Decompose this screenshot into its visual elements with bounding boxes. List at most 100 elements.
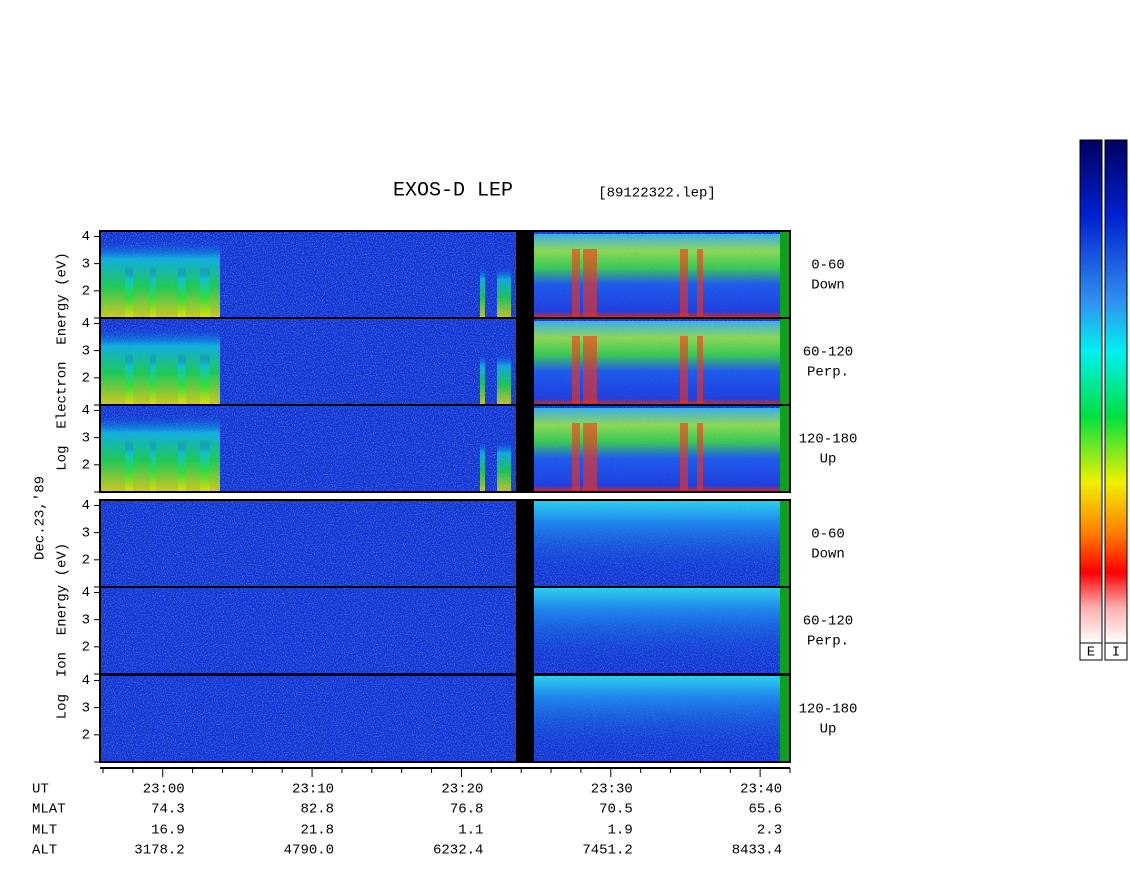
panel-frame bbox=[99, 404, 791, 493]
x-tick-label: 23:20 bbox=[441, 782, 483, 798]
panel-label: 120-180 bbox=[799, 432, 858, 448]
table-cell: 70.5 bbox=[599, 802, 633, 818]
panel-feature bbox=[583, 336, 597, 403]
y-tick-label: 3 bbox=[82, 700, 90, 716]
panel-feature bbox=[125, 353, 133, 405]
panel-feature bbox=[680, 336, 688, 403]
panel-feature bbox=[680, 423, 688, 490]
panel-feature bbox=[497, 440, 511, 492]
row-label: UT bbox=[32, 782, 49, 798]
table-cell: 76.8 bbox=[450, 802, 484, 818]
color-bar bbox=[1104, 139, 1128, 644]
x-tick-label: 23:00 bbox=[143, 782, 185, 798]
y-tick-label: 2 bbox=[82, 458, 90, 474]
panel-feature bbox=[178, 353, 186, 405]
y-tick-label: 4 bbox=[82, 585, 90, 601]
panel-feature bbox=[150, 440, 156, 492]
panel-feature bbox=[480, 266, 485, 318]
y-tick-label: 3 bbox=[82, 612, 90, 628]
chart-title: EXOS-D LEP bbox=[393, 179, 513, 202]
table-cell: 3178.2 bbox=[134, 843, 184, 859]
y-tick-label: 3 bbox=[82, 256, 90, 272]
panel-label: Up bbox=[820, 722, 837, 738]
table-cell: 7451.2 bbox=[582, 843, 632, 859]
y-tick-label: 4 bbox=[82, 673, 90, 689]
row-label: MLAT bbox=[32, 802, 66, 818]
edge-strip bbox=[780, 318, 790, 405]
table-cell: 8433.4 bbox=[732, 843, 782, 859]
data-gap bbox=[516, 675, 534, 763]
y-tick-label: 2 bbox=[82, 640, 90, 656]
panel-feature bbox=[534, 675, 780, 762]
y-axis-label: Log Ion Energy (eV) bbox=[55, 543, 71, 719]
edge-strip bbox=[780, 500, 790, 587]
panel-label: 120-180 bbox=[799, 702, 858, 718]
y-tick-label: 4 bbox=[82, 316, 90, 332]
edge-strip bbox=[780, 231, 790, 318]
date-label: Dec.23,'89 bbox=[33, 476, 49, 560]
chart-subtitle: [89122322.lep] bbox=[598, 186, 716, 202]
table-cell: 82.8 bbox=[300, 802, 334, 818]
panel-feature bbox=[697, 336, 703, 403]
panel-feature bbox=[534, 587, 780, 674]
table-cell: 16.9 bbox=[151, 823, 185, 839]
x-tick-label: 23:10 bbox=[292, 782, 334, 798]
table-cell: 4790.0 bbox=[284, 843, 334, 859]
color-bar-label: I bbox=[1112, 645, 1120, 661]
panel-feature bbox=[200, 353, 210, 405]
panel-feature bbox=[200, 266, 210, 318]
panel-feature bbox=[680, 249, 688, 316]
y-tick-label: 3 bbox=[82, 343, 90, 359]
color-bar bbox=[1079, 139, 1103, 644]
panel-feature bbox=[125, 440, 133, 492]
table-cell: 1.9 bbox=[608, 823, 633, 839]
y-tick-label: 4 bbox=[82, 229, 90, 245]
panel-label: Down bbox=[811, 547, 845, 563]
panel-feature bbox=[572, 249, 580, 316]
table-cell: 74.3 bbox=[151, 802, 185, 818]
y-tick-label: 2 bbox=[82, 553, 90, 569]
row-label: MLT bbox=[32, 823, 57, 839]
y-tick-label: 2 bbox=[82, 371, 90, 387]
y-axis-label: Log Electron Energy (eV) bbox=[55, 252, 71, 470]
y-tick-label: 3 bbox=[82, 525, 90, 541]
color-bar-box bbox=[1104, 642, 1128, 661]
panel-feature bbox=[125, 266, 133, 318]
panel-frame bbox=[99, 674, 791, 763]
panel-feature bbox=[480, 353, 485, 405]
table-cell: 2.3 bbox=[757, 823, 782, 839]
panel-label: 60-120 bbox=[803, 614, 853, 630]
y-tick-label: 2 bbox=[82, 728, 90, 744]
panel-feature bbox=[583, 423, 597, 490]
panel-feature bbox=[480, 440, 485, 492]
panel-label: Up bbox=[820, 452, 837, 468]
data-gap bbox=[516, 318, 534, 406]
panel-feature bbox=[583, 249, 597, 316]
panel-feature bbox=[697, 249, 703, 316]
panel-feature bbox=[150, 266, 156, 318]
y-tick-label: 4 bbox=[82, 403, 90, 419]
panel-label: Perp. bbox=[807, 634, 849, 650]
panel-feature bbox=[178, 440, 186, 492]
data-gap bbox=[516, 231, 534, 319]
data-gap bbox=[516, 405, 534, 493]
panel-feature bbox=[534, 321, 780, 405]
panel-feature bbox=[572, 336, 580, 403]
panel-feature bbox=[200, 440, 210, 492]
x-tick-label: 23:30 bbox=[591, 782, 633, 798]
y-tick-label: 4 bbox=[82, 498, 90, 514]
panel-feature bbox=[150, 353, 156, 405]
panel-label: 60-120 bbox=[803, 345, 853, 361]
color-bar-label: E bbox=[1087, 645, 1095, 661]
table-cell: 21.8 bbox=[300, 823, 334, 839]
panel-feature bbox=[497, 266, 511, 318]
edge-strip bbox=[780, 587, 790, 674]
panel-feature bbox=[497, 353, 511, 405]
data-gap bbox=[516, 500, 534, 588]
table-cell: 6232.4 bbox=[433, 843, 483, 859]
panel-feature bbox=[178, 266, 186, 318]
table-cell: 1.1 bbox=[458, 823, 483, 839]
panel-feature bbox=[534, 500, 780, 587]
edge-strip bbox=[780, 675, 790, 762]
